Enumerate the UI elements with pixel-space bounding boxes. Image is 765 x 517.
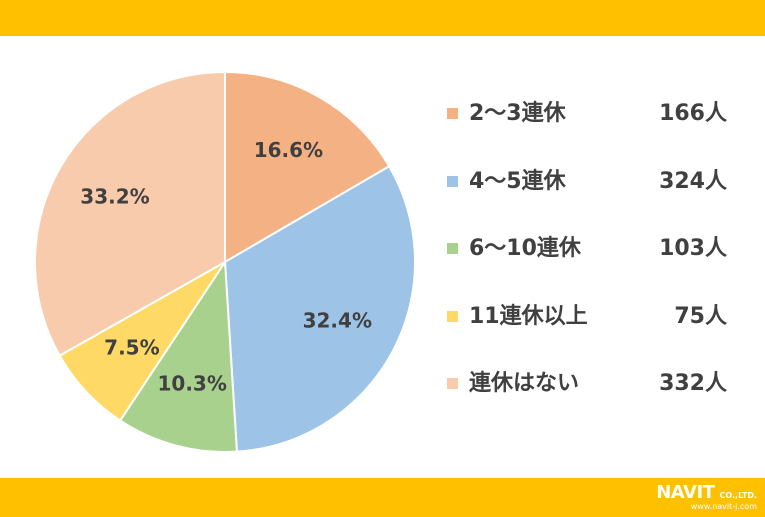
legend-swatch <box>447 310 458 322</box>
top-band <box>0 0 765 36</box>
logo-brand: NAVIT <box>656 482 715 503</box>
legend-swatch <box>447 175 458 187</box>
legend-count: 324人 <box>659 168 727 194</box>
slice-percent-label: 33.2% <box>80 184 149 208</box>
legend-label: 連休はない <box>469 371 580 396</box>
legend-item: 6～10連休 103人 <box>447 227 747 270</box>
pie-chart: 16.6% 32.4% 10.3% 7.5% 33.2% <box>34 70 416 454</box>
legend-label: 6～10連休 <box>469 236 581 261</box>
pie-slice <box>224 70 391 264</box>
bottom-band <box>0 478 765 517</box>
legend-swatch <box>447 378 458 389</box>
legend-count: 166人 <box>659 101 727 126</box>
pie-slice <box>118 258 238 454</box>
legend-item: 連休はない 332人 <box>447 362 747 405</box>
logo-suffix: CO.,LTD. <box>719 491 757 500</box>
legend-item: 4～5連休 324人 <box>447 160 747 203</box>
legend-swatch <box>447 108 458 119</box>
legend-count: 103人 <box>659 236 727 261</box>
legend-swatch <box>447 243 458 254</box>
slice-percent-label: 16.6% <box>254 138 323 162</box>
legend-item: 2～3連休 166人 <box>447 92 747 135</box>
slice-percent-label: 32.4% <box>303 308 372 332</box>
pie-slice <box>223 164 416 453</box>
pie-labels: 16.6% 32.4% 10.3% 7.5% 33.2% <box>80 138 372 395</box>
slice-percent-label: 10.3% <box>158 372 227 396</box>
logo-url: www.navit-j.com <box>690 502 757 511</box>
legend-count: 75人 <box>674 303 727 329</box>
pie-slice <box>34 70 226 357</box>
legend-label: 11連休以上 <box>469 303 588 329</box>
legend-item: 11連休以上 75人 <box>447 295 747 338</box>
legend-label: 2～3連休 <box>469 101 566 126</box>
legend: 2～3連休 166人 4～5連休 324人 6～10連休 103人 11連休以上… <box>447 92 747 430</box>
legend-count: 332人 <box>659 371 727 396</box>
slice-percent-label: 7.5% <box>104 335 159 359</box>
navit-logo: NAVIT CO.,LTD. www.navit-j.com <box>656 484 757 511</box>
pie-slices <box>34 70 416 454</box>
legend-label: 4～5連休 <box>469 168 566 194</box>
